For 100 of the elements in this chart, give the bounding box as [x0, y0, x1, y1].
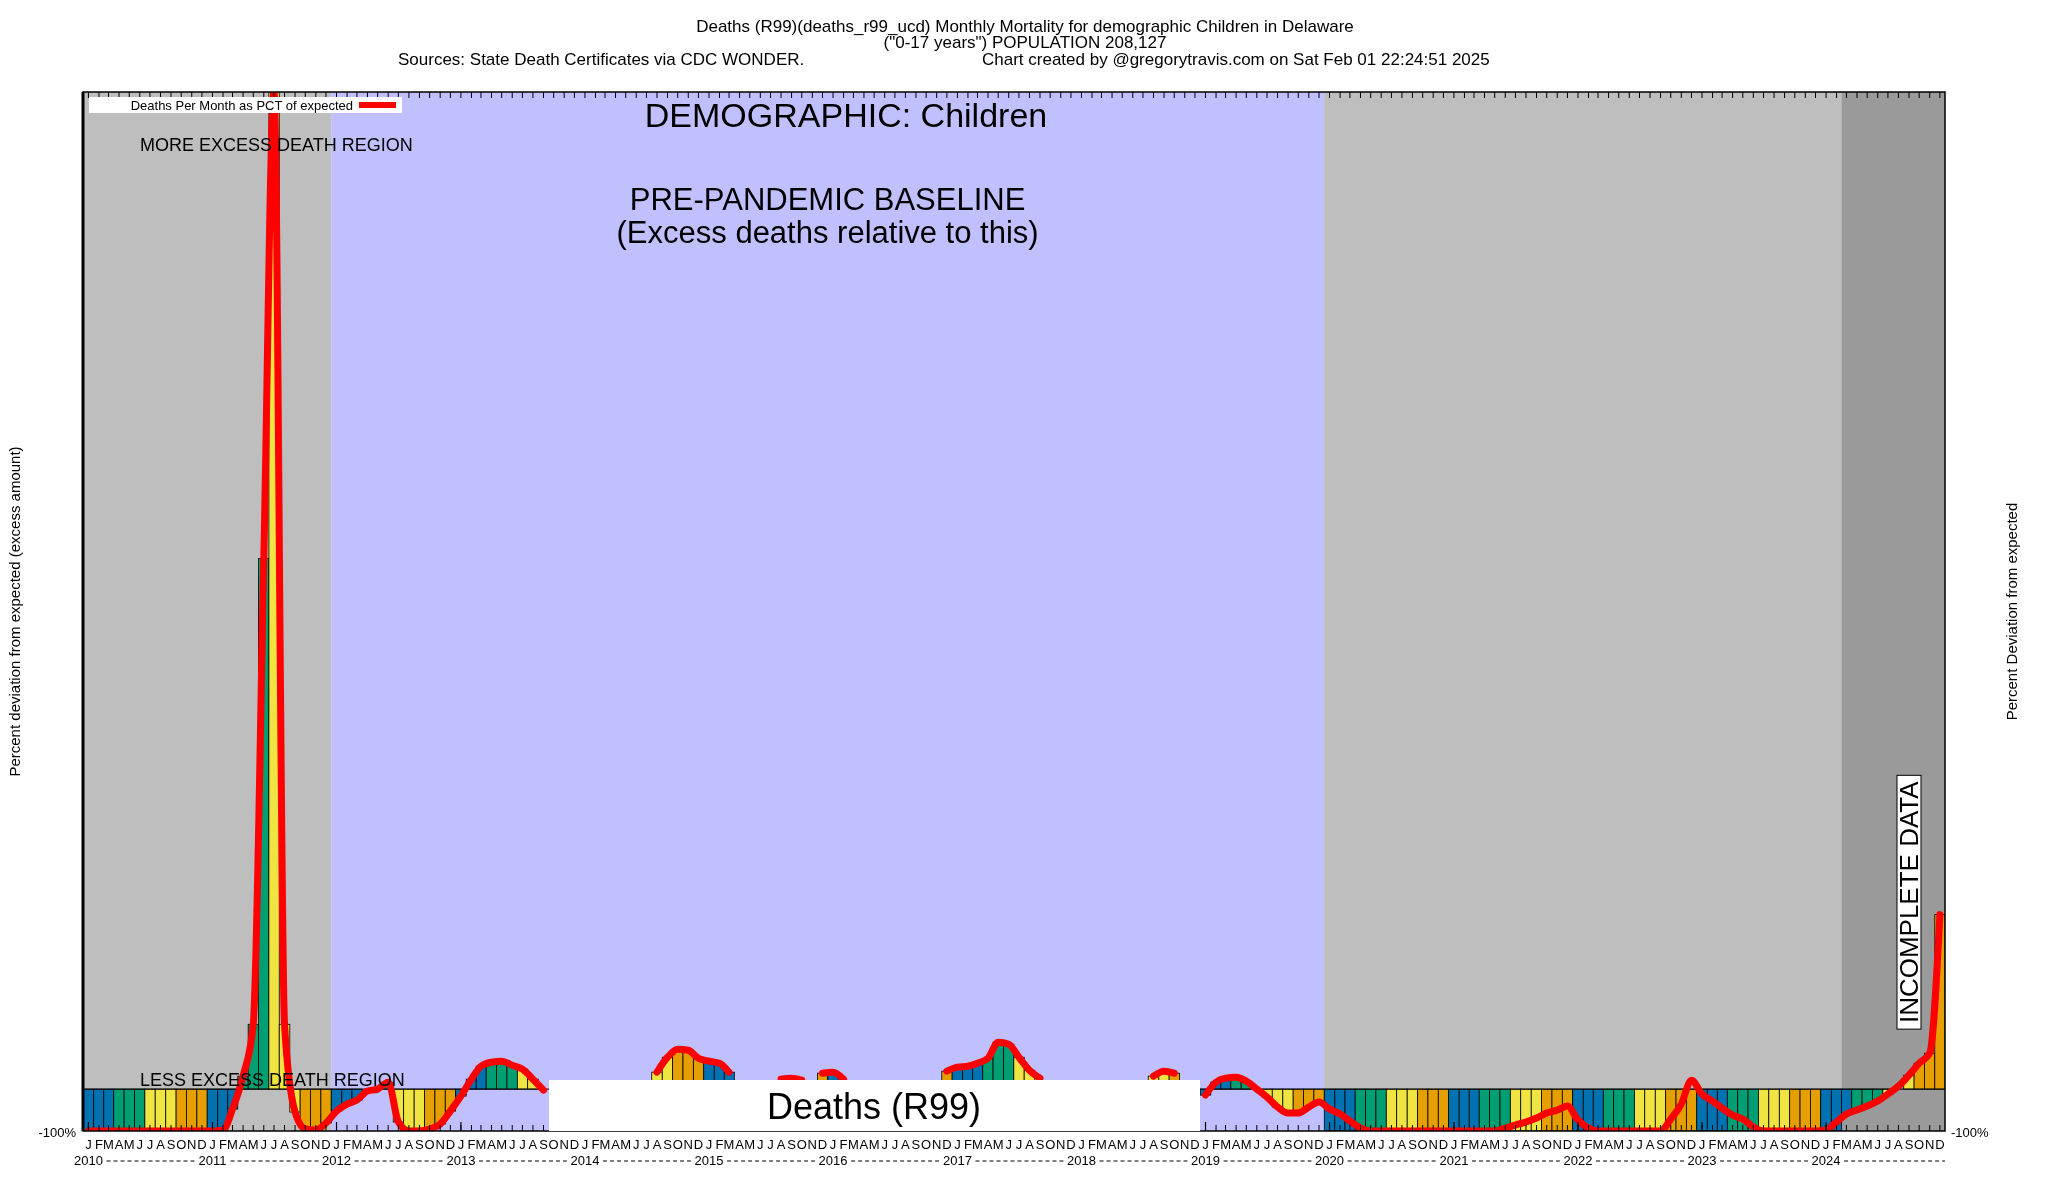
- text: O: [796, 1137, 807, 1152]
- text: J: [633, 1137, 640, 1152]
- text: S: [1656, 1137, 1666, 1152]
- band-label: INCOMPLETE DATA: [1894, 780, 1924, 1024]
- text: S: [1283, 1137, 1293, 1152]
- text: N: [311, 1137, 321, 1152]
- text: J: [1636, 1137, 1643, 1152]
- text: J: [1626, 1137, 1633, 1152]
- chart-title: Deaths (R99)(deaths_r99_ucd) Monthly Mortality for demographic Children in Delaware: [696, 17, 1354, 36]
- text: A: [1231, 1137, 1241, 1152]
- text: J: [1388, 1137, 1395, 1152]
- text: M: [351, 1137, 363, 1152]
- text: J: [829, 1137, 837, 1152]
- text: O: [176, 1137, 187, 1152]
- text: J: [1078, 1137, 1085, 1152]
- text: O: [424, 1137, 435, 1152]
- text: J: [1750, 1137, 1757, 1152]
- text: A: [1769, 1137, 1779, 1152]
- text: N: [435, 1137, 445, 1152]
- x-tick-label: 2010: [73, 1153, 103, 1168]
- text: M: [1116, 1137, 1128, 1152]
- text: N: [1180, 1137, 1190, 1152]
- text: M: [227, 1137, 238, 1152]
- text: N: [1304, 1137, 1314, 1152]
- text: Chart created by @gregorytravis.com on Sat Feb 01 22:24:51 2025: [982, 50, 1490, 69]
- text: J: [1760, 1137, 1767, 1152]
- text: D: [321, 1137, 331, 1152]
- text: J: [260, 1137, 268, 1152]
- text: J: [1822, 1137, 1830, 1152]
- text: J: [136, 1137, 143, 1152]
- text: M: [848, 1137, 859, 1152]
- text: D: [1686, 1137, 1697, 1152]
- text: A: [983, 1137, 993, 1152]
- text: F: [467, 1137, 476, 1152]
- text: M: [1096, 1137, 1107, 1152]
- text: N: [1800, 1137, 1811, 1152]
- text: O: [1541, 1137, 1552, 1152]
- text: D: [1066, 1137, 1076, 1152]
- text: M: [1613, 1137, 1625, 1152]
- text: J: [643, 1137, 650, 1152]
- text: D: [445, 1137, 456, 1152]
- text: M: [1592, 1137, 1604, 1152]
- source-note: Sources: State Death Certificates via CDC WONDER.: [398, 50, 805, 69]
- x-tick-label: 2017: [942, 1153, 972, 1168]
- text: S: [1408, 1137, 1418, 1152]
- x-tick-label: 2011: [198, 1153, 227, 1168]
- text: -100%: [1951, 1125, 1990, 1140]
- text: D: [817, 1137, 828, 1152]
- text: A: [776, 1137, 786, 1152]
- text: A: [1521, 1137, 1531, 1152]
- text: A: [652, 1137, 662, 1152]
- text: M: [103, 1137, 114, 1152]
- text: J: [1874, 1137, 1881, 1152]
- text: S: [663, 1137, 673, 1152]
- text: A: [1397, 1137, 1407, 1152]
- text: S: [166, 1137, 176, 1152]
- text: A: [901, 1137, 911, 1152]
- text: N: [187, 1137, 197, 1152]
- text: A: [1645, 1137, 1655, 1152]
- legend-label: Deaths Per Month as PCT of expected: [130, 97, 353, 113]
- text: F: [839, 1137, 848, 1152]
- x-tick-label: 2023: [1687, 1153, 1717, 1168]
- x-tick-label: 2018: [1067, 1153, 1096, 1168]
- annotation: DEMOGRAPHIC: Children: [644, 96, 1048, 134]
- text: N: [1925, 1137, 1935, 1152]
- text: J: [881, 1137, 888, 1152]
- text: F: [343, 1137, 352, 1152]
- text: M: [1737, 1137, 1749, 1152]
- x-tick-label: 2015: [694, 1153, 724, 1168]
- text: D: [942, 1137, 952, 1152]
- text: J: [1512, 1137, 1519, 1152]
- text: S: [1035, 1137, 1045, 1152]
- text: M: [123, 1137, 135, 1152]
- text: M: [1220, 1137, 1231, 1152]
- text: F: [219, 1137, 228, 1152]
- text: A: [611, 1137, 621, 1152]
- text: F: [715, 1137, 724, 1152]
- text: F: [591, 1137, 600, 1152]
- text: D: [693, 1137, 704, 1152]
- text: M: [620, 1137, 632, 1152]
- text: M: [1489, 1137, 1501, 1152]
- text: A: [280, 1137, 290, 1152]
- text: D: [1810, 1137, 1821, 1152]
- text: J: [457, 1137, 465, 1152]
- text: J: [395, 1137, 402, 1152]
- text: O: [1789, 1137, 1800, 1152]
- text: O: [1045, 1137, 1056, 1152]
- text: M: [1716, 1137, 1728, 1152]
- text: J: [1450, 1137, 1458, 1152]
- text: J: [1202, 1137, 1209, 1152]
- y2-axis-title: Percent Deviation from expected: [2003, 502, 2020, 721]
- text: A: [1480, 1137, 1490, 1152]
- text: A: [1604, 1137, 1614, 1152]
- text: J: [767, 1137, 774, 1152]
- text: J: [581, 1137, 589, 1152]
- text: O: [1293, 1137, 1304, 1152]
- text: D: [1562, 1137, 1573, 1152]
- text: F: [1336, 1137, 1345, 1152]
- band-label: PRE-PANDEMIC BASELINE (Excess deaths relative to this): [616, 182, 1039, 250]
- text: S: [1159, 1137, 1169, 1152]
